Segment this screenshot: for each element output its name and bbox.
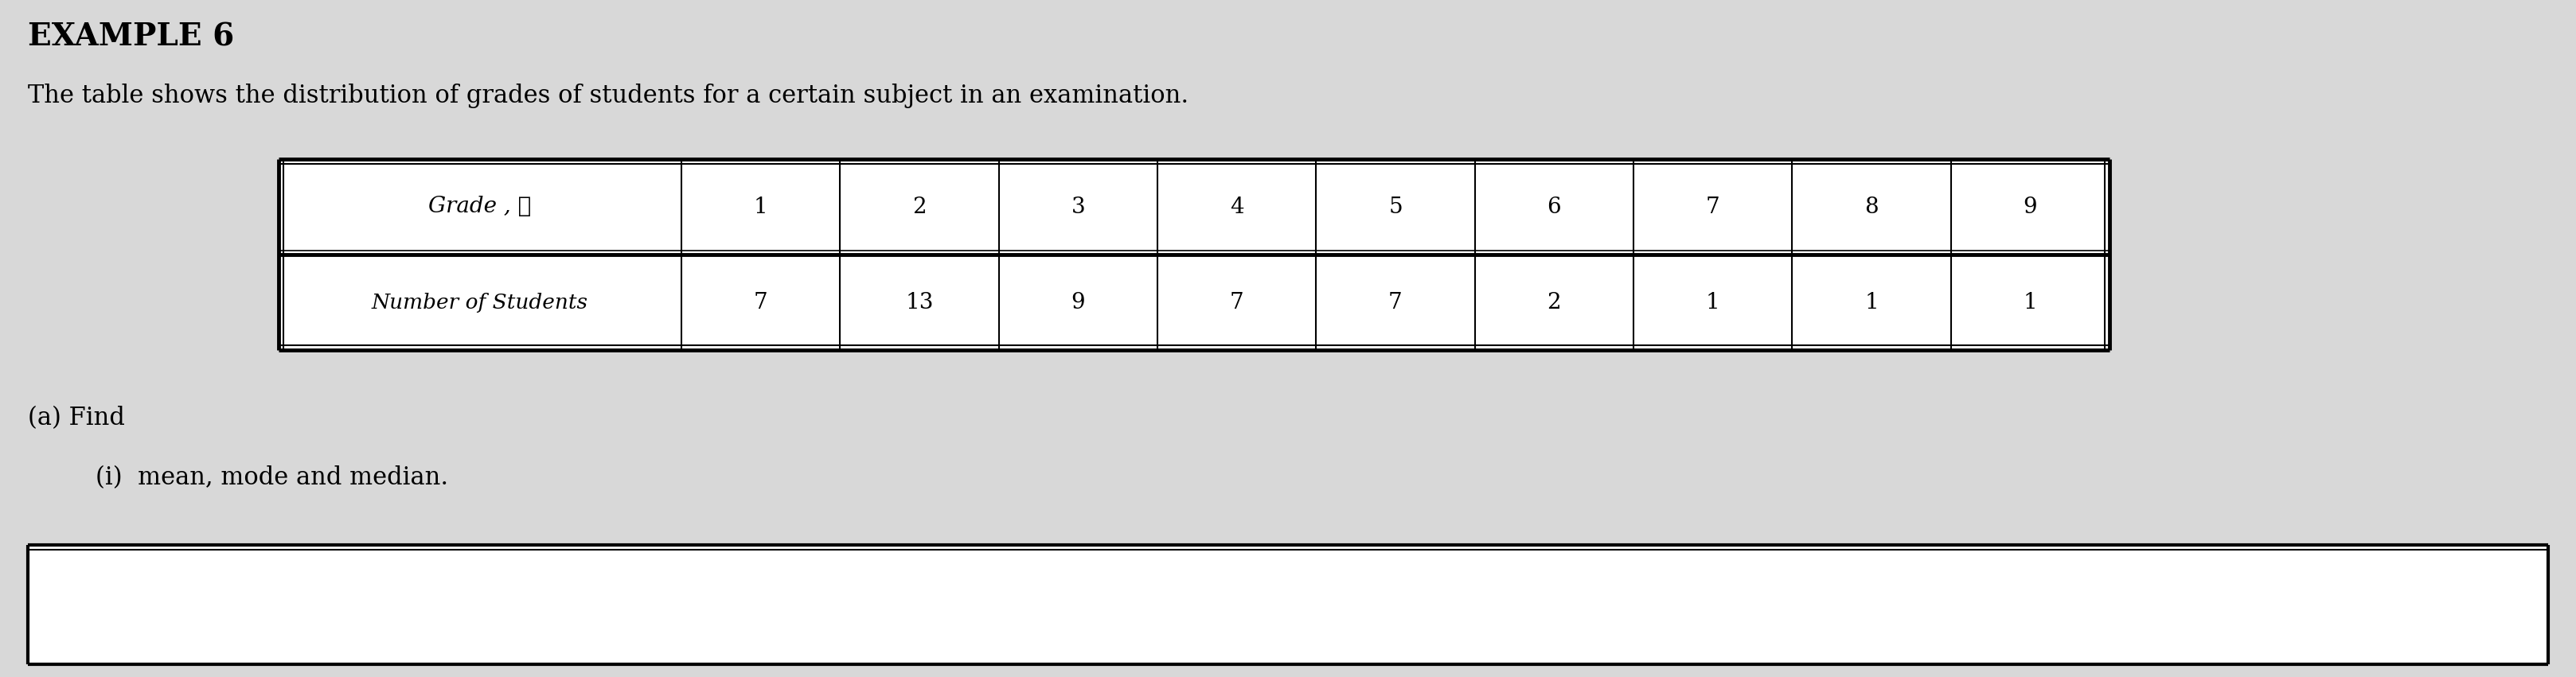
- Text: Grade , ⨉: Grade , ⨉: [428, 196, 531, 217]
- Text: 9: 9: [1072, 292, 1084, 313]
- Text: 6: 6: [1548, 196, 1561, 217]
- Text: 7: 7: [1705, 196, 1721, 217]
- Text: 5: 5: [1388, 196, 1401, 217]
- Text: 1: 1: [1705, 292, 1721, 313]
- Text: (a) Find: (a) Find: [28, 406, 124, 431]
- Text: 2: 2: [1548, 292, 1561, 313]
- Text: 3: 3: [1072, 196, 1084, 217]
- Text: 7: 7: [1229, 292, 1244, 313]
- Text: (i)  mean, mode and median.: (i) mean, mode and median.: [95, 465, 448, 490]
- Text: 7: 7: [1388, 292, 1401, 313]
- Text: 7: 7: [755, 292, 768, 313]
- Text: 2: 2: [912, 196, 927, 217]
- Text: 13: 13: [904, 292, 933, 313]
- Text: Number of Students: Number of Students: [371, 292, 587, 312]
- Text: 8: 8: [1865, 196, 1878, 217]
- Text: 9: 9: [2022, 196, 2038, 217]
- Text: The table shows the distribution of grades of students for a certain subject in : The table shows the distribution of grad…: [28, 83, 1188, 108]
- Text: 4: 4: [1229, 196, 1244, 217]
- Bar: [278, 159, 2110, 350]
- Text: 1: 1: [755, 196, 768, 217]
- Text: EXAMPLE 6: EXAMPLE 6: [28, 22, 234, 53]
- Bar: [28, 545, 2548, 664]
- Text: 1: 1: [1865, 292, 1878, 313]
- Text: 1: 1: [2022, 292, 2038, 313]
